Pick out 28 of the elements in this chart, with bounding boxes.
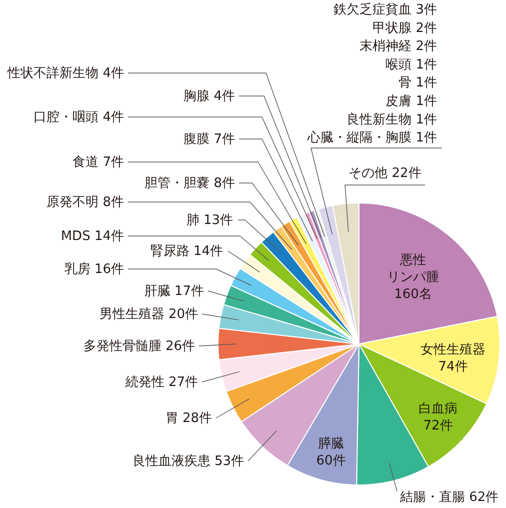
data-label: 72件 [423,418,453,434]
slice-label: 白血病 [418,402,458,416]
slice-label: 続発性 27件 [124,375,198,390]
slice-label: 原発不明 8件 [46,195,124,210]
slice-label: 肺 13件 [186,213,233,228]
slice-label: 性状不詳新生物 4件 [6,66,124,81]
data-label: 60件 [316,454,346,468]
slice-label: 女性生殖器 [420,342,486,358]
slice-label: 膵臓 [318,436,344,452]
slice-label: 食道 7件 [72,155,124,170]
slice-label: 胸腺 4件 [184,89,235,104]
slice-label: 腎尿路 14件 [150,244,223,259]
slice-label: 良性血液疾患 53件 [132,454,244,469]
slice-label: 口腔・咽頭 4件 [34,110,124,125]
slice-label: MDS 14件 [60,229,124,244]
slice-label: 多発性骨髄腫 26件 [83,339,195,354]
slice-label: 男性生殖器 20件 [99,307,198,322]
slice-label: 結腸・直腸 62件 [399,490,499,505]
slice-label: 肝臓 17件 [144,284,204,299]
data-label: 74件 [438,360,468,374]
slice-label: 鉄欠乏症貧血 3件甲状腺 2件末梢神経 2件喉頭 1件骨 1件皮膚 1件良性新生物 1件心臓・縦隔・胸膜 1件 [306,2,437,146]
slice-label: 悪性リンパ腫 [387,253,439,285]
slice-label: その他 22件 [348,166,422,181]
slice-label: 胃 28件 [165,411,212,426]
slice-label: 腹膜 7件 [184,132,235,147]
data-label: 160名 [394,287,432,302]
slice-label: 乳房 16件 [64,261,124,277]
slice-label: 胆管・胆嚢 8件 [144,176,235,191]
